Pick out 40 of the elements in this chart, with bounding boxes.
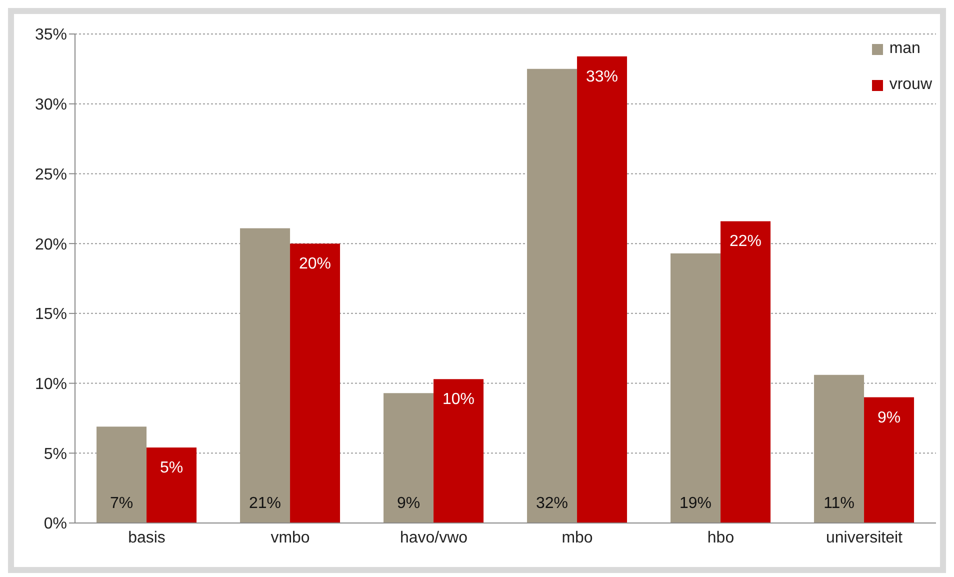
x-tick-label: vmbo xyxy=(270,529,310,546)
data-label: 21% xyxy=(249,495,282,512)
bar xyxy=(527,68,578,523)
bar xyxy=(577,56,628,523)
x-tick-label: universiteit xyxy=(826,529,904,546)
x-tick-label: havo/vwo xyxy=(400,529,468,546)
data-label: 9% xyxy=(877,409,901,426)
data-label: 11% xyxy=(824,495,854,512)
y-tick-label: 25% xyxy=(34,166,67,184)
bar xyxy=(864,397,914,523)
y-tick-label: 35% xyxy=(34,26,67,44)
bar xyxy=(146,448,197,523)
bar xyxy=(290,244,340,523)
y-tick-label: 0% xyxy=(44,516,67,533)
data-label: 10% xyxy=(442,391,475,408)
x-tick-label: basis xyxy=(128,529,166,546)
legend-label: vrouw xyxy=(889,76,932,94)
y-tick-label: 20% xyxy=(34,236,67,254)
x-tick-label: hbo xyxy=(707,529,734,546)
bar xyxy=(240,228,290,523)
bar xyxy=(670,253,721,523)
legend-label: man xyxy=(889,40,920,58)
data-label: 19% xyxy=(680,495,712,512)
y-tick-label: 5% xyxy=(44,446,67,463)
bar xyxy=(814,374,864,523)
data-label: 20% xyxy=(299,256,332,273)
y-tick-label: 30% xyxy=(34,96,67,114)
data-label: 7% xyxy=(110,495,134,512)
data-label: 22% xyxy=(730,233,762,250)
data-label: 33% xyxy=(586,68,618,86)
y-tick-label: 10% xyxy=(34,376,67,393)
y-tick-label: 15% xyxy=(34,306,67,324)
data-label: 32% xyxy=(536,495,568,512)
bar xyxy=(720,221,771,523)
bar xyxy=(384,393,434,523)
bar xyxy=(96,426,147,523)
data-label: 5% xyxy=(160,460,184,477)
bar xyxy=(434,379,484,523)
data-label: 9% xyxy=(396,495,420,512)
x-tick-label: mbo xyxy=(562,529,593,546)
